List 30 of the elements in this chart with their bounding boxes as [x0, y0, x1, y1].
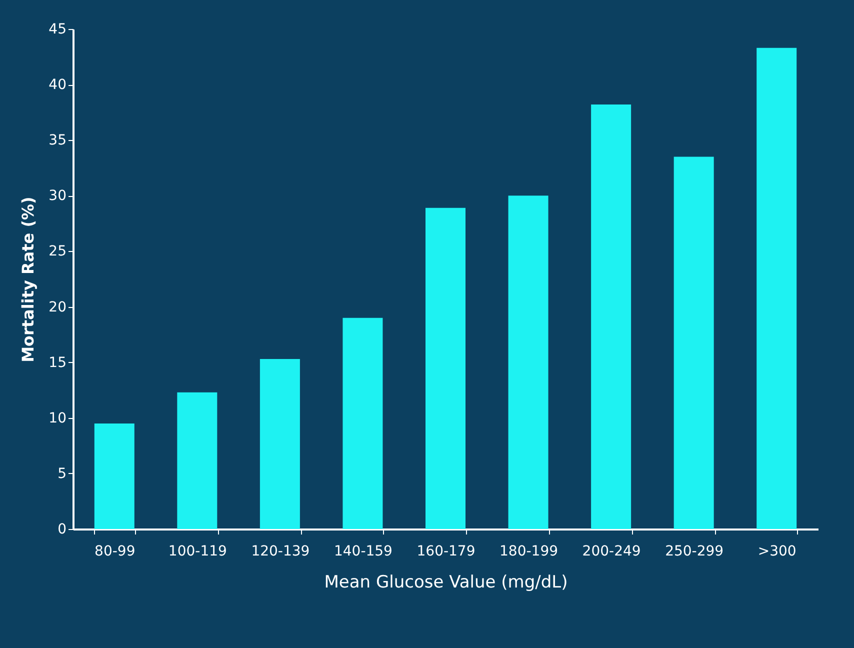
bar [177, 392, 218, 529]
x-tick-label: 200-249 [582, 544, 641, 560]
bar [674, 156, 714, 529]
x-axis-title: Mean Glucose Value (mg/dL) [324, 572, 568, 592]
x-tick-label: 180-199 [500, 544, 558, 560]
y-tick-label: 25 [48, 244, 66, 260]
x-tick-label: >300 [758, 544, 796, 560]
y-tick-label: 30 [48, 188, 66, 204]
x-tick-label: 250-299 [665, 544, 724, 560]
bar [756, 48, 797, 529]
y-tick-label: 20 [48, 299, 66, 316]
bar [260, 359, 300, 529]
y-axis-title: Mortality Rate (%) [18, 196, 38, 362]
y-tick-label: 5 [58, 466, 66, 482]
bar [342, 318, 383, 529]
y-tick-label: 35 [48, 132, 66, 149]
y-tick-label: 40 [48, 77, 66, 94]
y-tick-label: 45 [48, 22, 66, 38]
x-tick-label: 120-139 [251, 544, 310, 560]
bar [426, 208, 466, 529]
x-tick-label: 160-179 [416, 544, 476, 560]
y-tick-label: 15 [48, 354, 66, 371]
x-tick-label: 140-159 [334, 544, 392, 560]
x-tick-label: 80-99 [94, 544, 136, 560]
bar [591, 104, 632, 529]
x-tick-label: 100-119 [168, 544, 227, 560]
y-tick-label: 10 [48, 410, 66, 426]
bar [94, 423, 134, 529]
y-tick-label: 0 [58, 522, 66, 538]
bar [508, 196, 548, 529]
